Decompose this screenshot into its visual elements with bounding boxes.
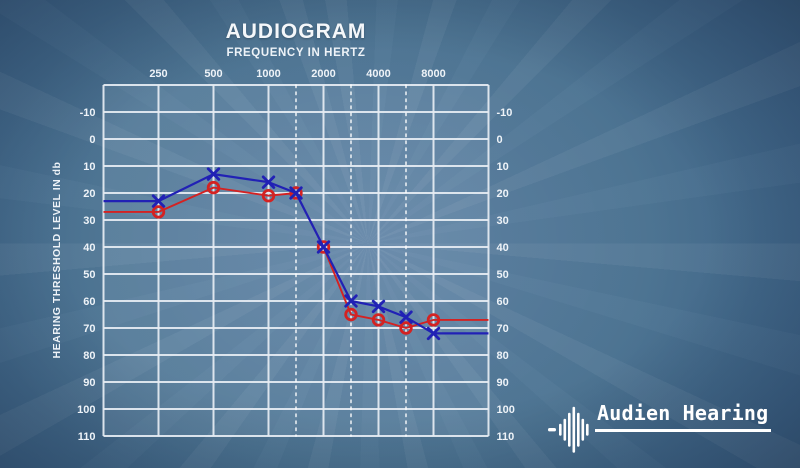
svg-text:30: 30 — [83, 215, 95, 227]
series-x-line — [103, 167, 489, 341]
marker-o — [344, 307, 358, 322]
svg-text:100: 100 — [77, 404, 95, 416]
marker-x — [151, 194, 166, 208]
y-axis-labels-left: -10 0 10 20 30 40 50 60 70 80 90 100 110 — [77, 107, 95, 443]
marker-x — [399, 310, 413, 324]
marker-x — [316, 240, 331, 254]
chart-header: AUDIOGRAM FREQUENCY IN HERTZ — [226, 20, 367, 59]
marker-o — [289, 186, 303, 200]
marker-x — [206, 167, 221, 181]
svg-text:50: 50 — [497, 269, 509, 281]
svg-text:1000: 1000 — [256, 68, 280, 80]
marker-x — [261, 175, 276, 189]
brand-name: Audien Hearing — [595, 403, 772, 432]
svg-text:60: 60 — [497, 296, 509, 308]
svg-text:0: 0 — [497, 134, 503, 146]
grid — [102, 84, 490, 437]
svg-text:90: 90 — [497, 377, 509, 389]
svg-text:2000: 2000 — [311, 68, 335, 80]
svg-text:-10: -10 — [80, 107, 96, 119]
svg-text:60: 60 — [83, 296, 95, 308]
x-axis-labels: 250 500 1000 2000 4000 8000 — [149, 68, 445, 80]
svg-text:-10: -10 — [497, 107, 513, 119]
marker-o — [151, 205, 166, 219]
marker-x — [289, 186, 303, 200]
chart-title: AUDIOGRAM — [225, 20, 367, 43]
svg-text:80: 80 — [83, 350, 95, 362]
svg-text:20: 20 — [83, 188, 95, 200]
marker-x — [426, 326, 441, 341]
brand-logo: Audien Hearing — [548, 403, 772, 453]
svg-text:40: 40 — [497, 242, 509, 254]
svg-text:100: 100 — [497, 404, 515, 416]
marker-o — [399, 321, 413, 335]
svg-text:110: 110 — [78, 431, 96, 443]
svg-text:40: 40 — [83, 242, 95, 254]
svg-text:250: 250 — [149, 68, 167, 80]
svg-text:70: 70 — [83, 323, 95, 335]
svg-text:500: 500 — [204, 68, 222, 80]
marker-x — [371, 299, 386, 314]
svg-text:0: 0 — [89, 134, 95, 146]
marker-o — [261, 188, 276, 203]
marker-o — [426, 313, 441, 327]
svg-text:80: 80 — [497, 350, 509, 362]
marker-o — [316, 240, 331, 254]
marker-o — [206, 180, 221, 195]
svg-text:4000: 4000 — [366, 68, 390, 80]
y-axis-labels-right: -10 0 10 20 30 40 50 60 70 80 90 100 110 — [497, 107, 515, 443]
svg-text:70: 70 — [497, 323, 509, 335]
svg-text:20: 20 — [497, 188, 509, 200]
svg-text:30: 30 — [497, 215, 509, 227]
svg-text:90: 90 — [83, 377, 95, 389]
soundwave-icon — [548, 406, 589, 453]
svg-text:10: 10 — [83, 161, 95, 173]
svg-text:110: 110 — [497, 431, 515, 443]
marker-x — [344, 294, 358, 308]
chart-subtitle: FREQUENCY IN HERTZ — [226, 47, 366, 59]
svg-text:8000: 8000 — [421, 68, 445, 80]
svg-text:50: 50 — [83, 269, 95, 281]
marker-o — [371, 313, 386, 327]
svg-text:10: 10 — [497, 161, 509, 173]
